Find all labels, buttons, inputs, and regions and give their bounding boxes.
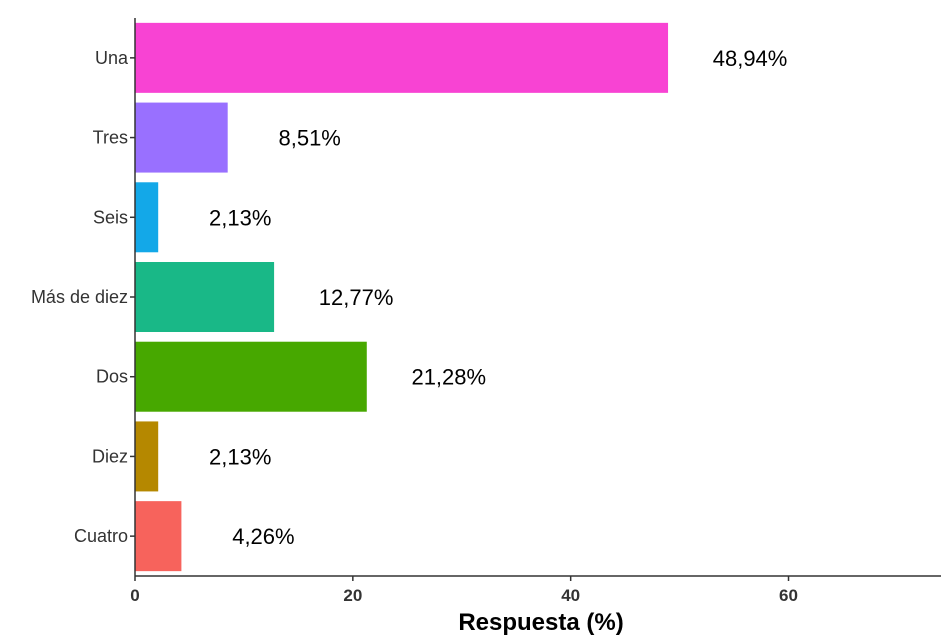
x-tick-label: 40 — [561, 586, 580, 605]
category-label-una: Una — [95, 48, 129, 68]
bar-diez — [135, 421, 159, 492]
bar-cuatro — [135, 501, 182, 572]
category-label-mas-de-diez: Más de diez — [31, 287, 128, 307]
category-label-cuatro: Cuatro — [74, 526, 128, 546]
x-axis: 0 20 40 60 — [130, 575, 941, 605]
bar-mas-de-diez — [135, 262, 275, 332]
bars-group — [135, 22, 669, 572]
bar-dos — [135, 341, 367, 412]
value-label-cuatro: 4,26% — [232, 524, 294, 549]
category-label-dos: Dos — [96, 367, 128, 387]
x-tick-label: 0 — [130, 586, 139, 605]
value-label-una: 48,94% — [713, 46, 788, 71]
x-tick-label: 60 — [779, 586, 798, 605]
category-label-seis: Seis — [93, 207, 128, 227]
value-label-dos: 21,28% — [411, 365, 486, 390]
value-label-mas-de-diez: 12,77% — [319, 285, 394, 310]
bar-una — [135, 22, 669, 93]
category-label-tres: Tres — [93, 128, 128, 148]
x-tick-label: 20 — [343, 586, 362, 605]
value-label-diez: 2,13% — [209, 444, 271, 469]
category-labels: Una Tres Seis Más de diez Dos Diez Cuatro — [31, 48, 129, 546]
value-label-tres: 8,51% — [278, 126, 340, 151]
x-axis-title: Respuesta (%) — [458, 609, 623, 636]
value-labels: 48,94% 8,51% 2,13% 12,77% 21,28% 2,13% 4,26% — [209, 46, 787, 549]
category-label-diez: Diez — [92, 446, 128, 466]
y-axis — [130, 18, 136, 576]
bar-tres — [135, 102, 228, 173]
bar-seis — [135, 182, 159, 253]
value-label-seis: 2,13% — [209, 205, 271, 230]
